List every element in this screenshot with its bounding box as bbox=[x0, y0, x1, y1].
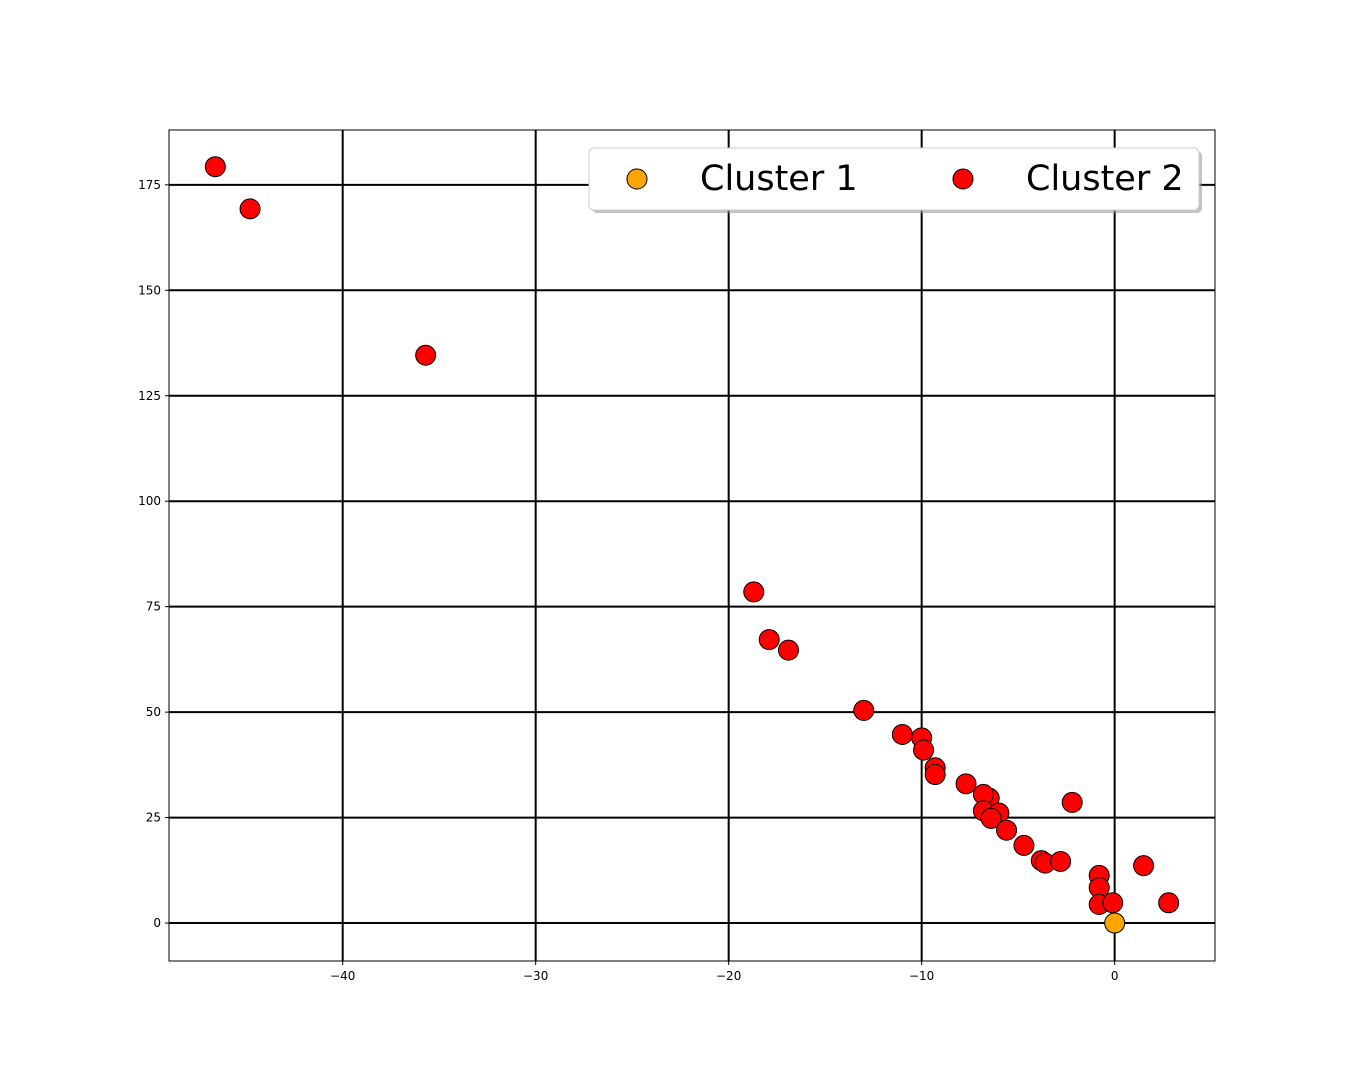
x-tick-label: −10 bbox=[909, 969, 934, 983]
data-point-cluster-2 bbox=[955, 773, 977, 795]
y-tick-label: 25 bbox=[146, 811, 161, 825]
plot-frame bbox=[168, 129, 1216, 962]
tick-layer: −40 −30 −20 −10 0 0 25 50 75 100 125 150 175 bbox=[138, 178, 1118, 983]
data-point-cluster-2 bbox=[924, 764, 946, 786]
data-point-cluster-2 bbox=[777, 639, 799, 661]
data-point-cluster-2 bbox=[996, 819, 1018, 841]
data-point-cluster-2 bbox=[980, 807, 1002, 829]
legend-marker-cluster-1 bbox=[626, 168, 648, 190]
grid-layer bbox=[169, 130, 1215, 961]
data-point-cluster-2 bbox=[415, 344, 437, 366]
data-point-cluster-2 bbox=[913, 739, 935, 761]
data-point-cluster-2 bbox=[1102, 892, 1124, 914]
data-point-cluster-2 bbox=[1158, 892, 1180, 914]
data-point-cluster-2 bbox=[891, 723, 913, 745]
y-tick-label: 100 bbox=[138, 494, 161, 508]
legend-label-cluster-2: Cluster 2 bbox=[1026, 159, 1184, 199]
y-tick-label: 0 bbox=[153, 916, 161, 930]
legend-label-cluster-1: Cluster 1 bbox=[700, 159, 858, 199]
data-point-cluster-2 bbox=[239, 198, 261, 220]
y-tick-label: 175 bbox=[138, 178, 161, 192]
data-point-cluster-2 bbox=[204, 156, 226, 178]
x-tick-label: −30 bbox=[523, 969, 548, 983]
x-tick-label: −40 bbox=[330, 969, 355, 983]
data-point-cluster-2 bbox=[853, 699, 875, 721]
x-tick-label: 0 bbox=[1111, 969, 1119, 983]
points-layer bbox=[204, 156, 1180, 934]
data-point-cluster-2 bbox=[743, 581, 765, 603]
data-point-cluster-2 bbox=[1133, 855, 1155, 877]
data-point-cluster-2 bbox=[1050, 850, 1072, 872]
y-tick-label: 150 bbox=[138, 283, 161, 297]
y-tick-label: 125 bbox=[138, 389, 161, 403]
y-tick-label: 50 bbox=[146, 705, 161, 719]
x-tick-label: −20 bbox=[716, 969, 741, 983]
legend-box bbox=[588, 147, 1200, 211]
data-point-cluster-2 bbox=[758, 629, 780, 651]
legend: Cluster 1 Cluster 2 bbox=[588, 147, 1202, 213]
y-tick-label: 75 bbox=[146, 600, 161, 614]
data-point-cluster-2 bbox=[1061, 791, 1083, 813]
data-point-cluster-1 bbox=[1104, 912, 1126, 934]
legend-marker-cluster-2 bbox=[952, 168, 974, 190]
data-point-cluster-2 bbox=[1013, 834, 1035, 856]
